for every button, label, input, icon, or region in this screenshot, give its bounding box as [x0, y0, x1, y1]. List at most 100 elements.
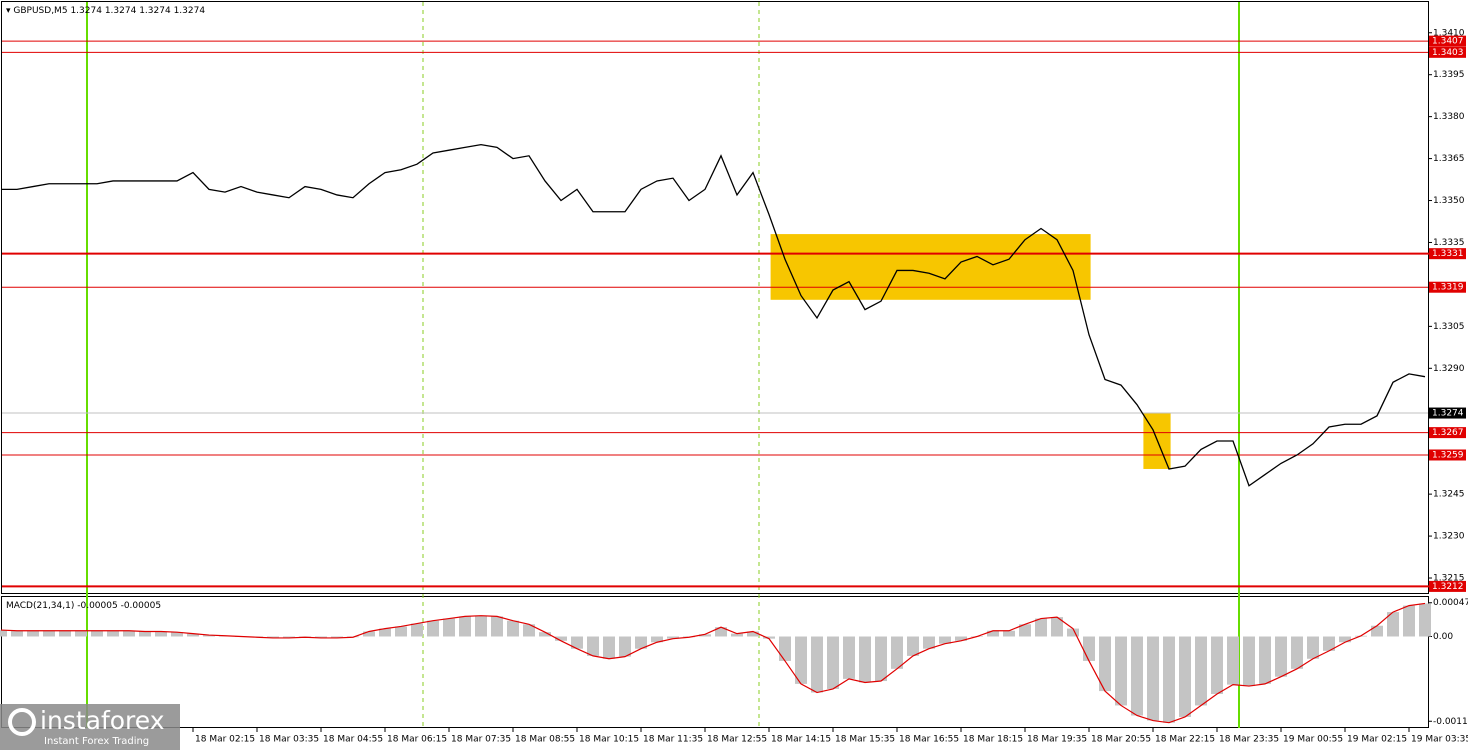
logo-icon [8, 708, 36, 736]
reading: -0.00005 [121, 601, 161, 611]
logo: instaforex Instant Forex Trading [0, 704, 180, 750]
macd-bar [1179, 636, 1191, 717]
symbol: GBPUSD,M5 [13, 6, 67, 16]
macd-bar [507, 620, 519, 637]
level-label: 1.3407 [1432, 37, 1464, 47]
macd-bar [555, 636, 567, 641]
x-tick-label: 18 Mar 16:55 [899, 735, 959, 745]
level-label: 1.3331 [1432, 249, 1464, 259]
x-tick-label: 18 Mar 11:35 [643, 735, 703, 745]
macd-bar [859, 636, 871, 683]
zone [770, 234, 1091, 300]
level-label-box [1429, 427, 1466, 439]
level-label-box [1429, 281, 1466, 293]
y-tick-label: 1.3245 [1433, 490, 1465, 500]
y-tick-label: 0.00 [1433, 632, 1453, 642]
macd-bar [1083, 636, 1095, 661]
macd-bar [1035, 618, 1047, 637]
last-price-box [1429, 407, 1466, 419]
macd-bar [1051, 617, 1063, 637]
y-tick-label: 1.3380 [1433, 112, 1465, 122]
symbol-header: ▾ GBPUSD,M5 1.3274 1.3274 1.3274 1.3274 [6, 6, 205, 16]
x-tick-label: 18 Mar 10:15 [579, 735, 639, 745]
x-tick-label: 18 Mar 18:15 [963, 735, 1023, 745]
x-tick-label: 18 Mar 12:55 [707, 735, 767, 745]
macd-bar [667, 636, 679, 639]
macd-bar [171, 632, 183, 637]
macd-bar [59, 630, 71, 637]
macd-bar [75, 630, 87, 637]
macd-bar [891, 636, 903, 669]
macd-bar [203, 635, 215, 637]
level-label-box [1429, 580, 1466, 592]
macd-bar [107, 630, 119, 637]
macd-bar [267, 636, 279, 638]
macd-bar [571, 636, 583, 649]
macd-bar [1227, 636, 1239, 685]
y-tick-label: 1.3215 [1433, 574, 1465, 584]
y-tick-label: 1.3230 [1433, 532, 1465, 542]
y-tick-label: 1.3290 [1433, 364, 1465, 374]
macd-bar [363, 631, 375, 637]
x-tick-label: 18 Mar 08:55 [515, 735, 575, 745]
reading: -0.00005 [77, 601, 117, 611]
x-tick-label: 18 Mar 04:55 [323, 735, 383, 745]
macd-bar [475, 615, 487, 637]
x-tick-label: 18 Mar 22:15 [1155, 735, 1215, 745]
y-tick-label: 1.3410 [1433, 28, 1465, 38]
macd-bar [539, 632, 551, 637]
macd-panel [1, 596, 1429, 728]
x-tick-label: 18 Mar 06:15 [387, 735, 447, 745]
macd-bar [699, 634, 711, 637]
level-label-box [1429, 449, 1466, 461]
y-tick-label: 0.00047 [1433, 598, 1468, 608]
macd-bar [395, 626, 407, 637]
macd-bar [27, 630, 39, 637]
quote: 1.3274 [139, 6, 171, 16]
macd-bar [91, 630, 103, 637]
macd-bar [1275, 636, 1287, 677]
macd-bar [1099, 636, 1111, 692]
level-label: 1.3212 [1432, 582, 1464, 592]
macd-bar [923, 636, 935, 649]
macd-bar [1291, 636, 1303, 669]
quote: 1.3274 [70, 6, 102, 16]
macd-bar [523, 624, 535, 637]
macd-bar [907, 636, 919, 656]
x-tick-label: 18 Mar 02:15 [195, 735, 255, 745]
price-line [1, 143, 1426, 487]
macd-bar [315, 636, 327, 638]
macd-bar [1115, 636, 1127, 706]
quote: 1.3274 [105, 6, 137, 16]
macd-bar [827, 636, 839, 689]
macd-bar [635, 636, 647, 649]
macd-bar [155, 631, 167, 637]
macd-bar [459, 616, 471, 637]
x-tick-label: 18 Mar 03:35 [259, 735, 319, 745]
last-price-label: 1.3274 [1432, 409, 1464, 419]
macd-bar [1131, 636, 1143, 716]
macd-bar [1067, 628, 1079, 637]
macd-bar [1003, 630, 1015, 637]
brand-tagline: Instant Forex Trading [44, 736, 149, 747]
macd-bar [0, 630, 7, 637]
macd-bar [843, 636, 855, 679]
level-label-box [1429, 248, 1466, 260]
macd-bar [603, 636, 615, 659]
macd-bar [939, 636, 951, 644]
macd-bar [491, 616, 503, 637]
indicator-title: MACD(21,34,1) [6, 601, 74, 611]
macd-bar [779, 636, 791, 661]
x-tick-label: 19 Mar 03:35 [1411, 735, 1468, 745]
macd-bar [1243, 636, 1255, 687]
macd-bar [651, 636, 663, 643]
level-label: 1.3267 [1432, 428, 1464, 438]
level-label: 1.3319 [1432, 283, 1464, 293]
macd-bar [1195, 636, 1207, 706]
macd-bar [1019, 624, 1031, 637]
macd-bar [123, 630, 135, 637]
x-tick-label: 19 Mar 02:15 [1347, 735, 1407, 745]
macd-bar [1419, 603, 1431, 637]
